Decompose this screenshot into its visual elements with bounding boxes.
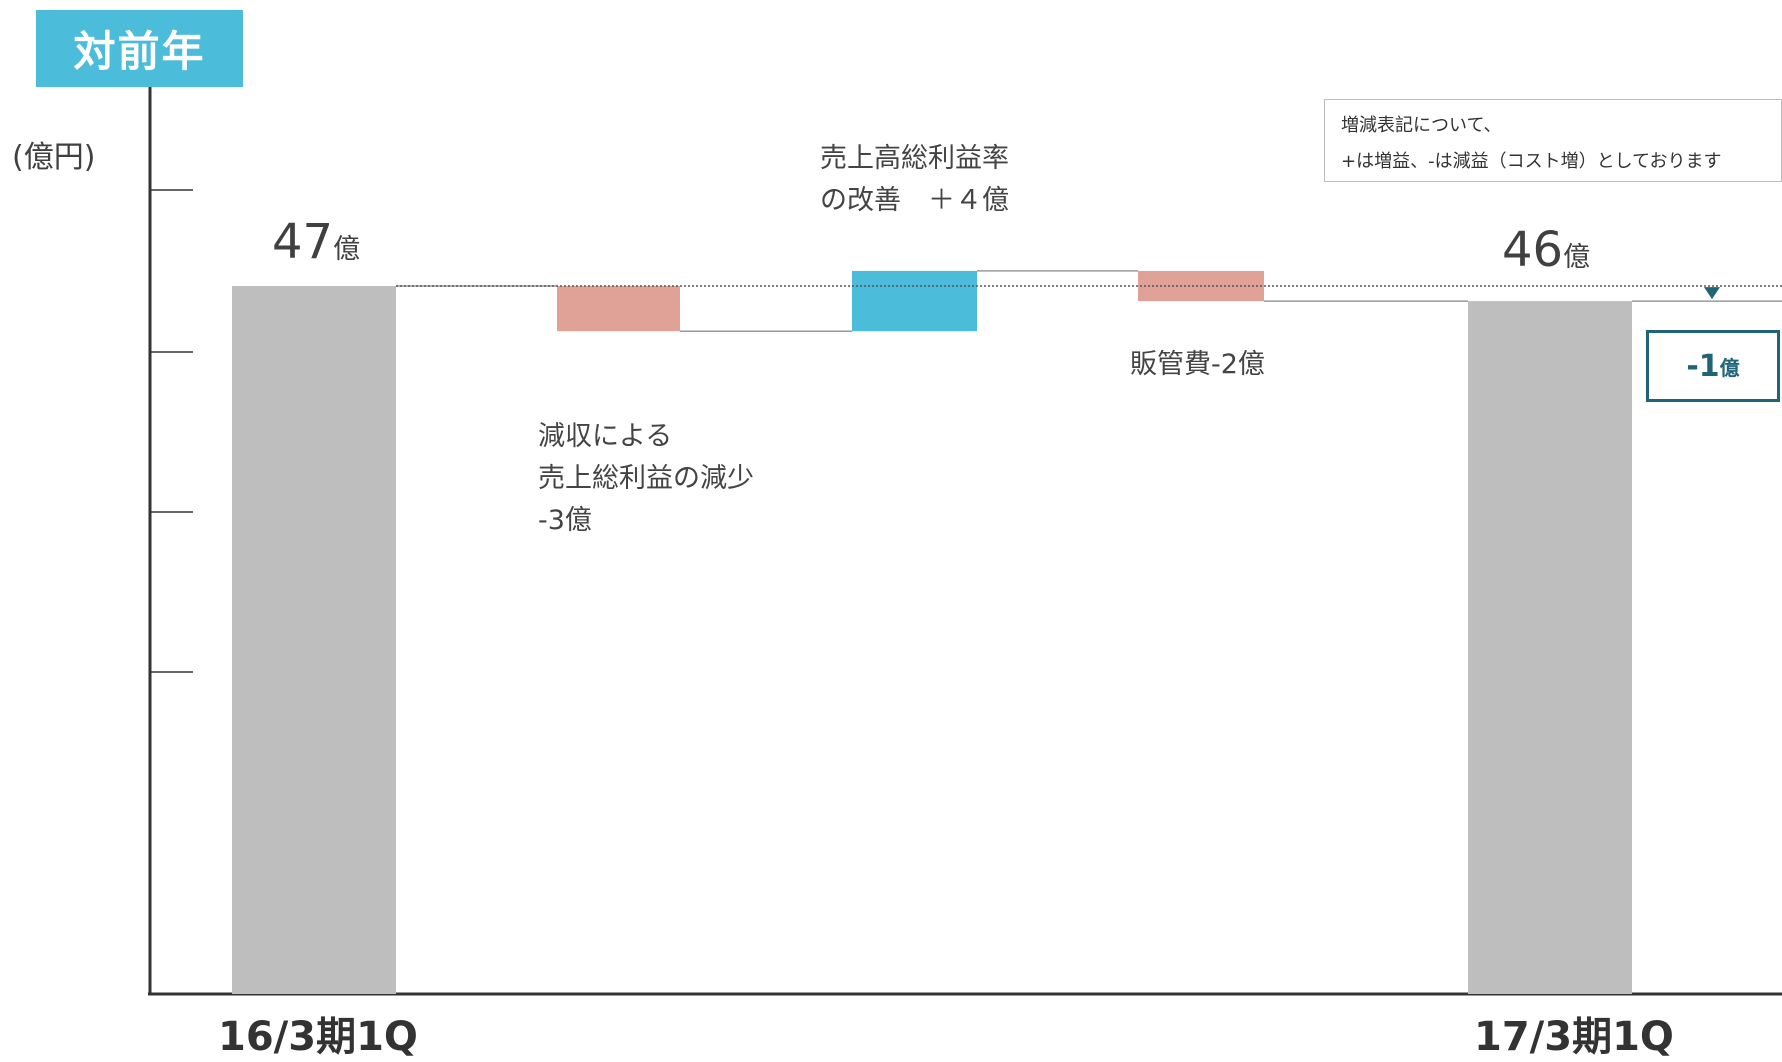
difference-arrow-head (1704, 287, 1720, 300)
x-label-start: 16/3期1Q (218, 1014, 418, 1060)
annotation-line: 減収による (538, 421, 673, 452)
total-label-end: 46億 (1502, 222, 1590, 278)
annotation-line: 販管費-2億 (1130, 349, 1265, 380)
annotation-line: の改善 ＋４億 (820, 185, 1009, 216)
annotation-decrease-sales: 減収による 売上総利益の減少 -3億 (538, 416, 754, 542)
bar-increase (852, 270, 977, 332)
total-unit-end: 億 (1563, 242, 1591, 273)
note-line-1: 増減表記について、 (1341, 115, 1502, 136)
bar-total-end (1468, 301, 1632, 994)
difference-value: -1 (1686, 348, 1720, 384)
x-label-end: 17/3期1Q (1474, 1014, 1674, 1060)
difference-unit: 億 (1719, 355, 1740, 380)
note-line-2: +は増益、-は減益（コスト増）としております (1341, 151, 1722, 172)
annotation-line: 売上総利益の減少 (538, 463, 754, 494)
bar-decrease (557, 286, 680, 332)
total-unit-start: 億 (333, 234, 361, 265)
annotation-margin-improve: 売上高総利益率 の改善 ＋４億 (820, 138, 1009, 222)
total-value-end: 46 (1502, 222, 1564, 278)
section-tag: 対前年 (36, 10, 243, 87)
annotation-line: -3億 (538, 505, 592, 536)
annotation-line: 売上高総利益率 (820, 143, 1009, 174)
annotation-sga: 販管費-2億 (1130, 344, 1265, 386)
bar-total-start (232, 286, 396, 994)
legend-note: 増減表記について、 +は増益、-は減益（コスト増）としております (1324, 99, 1782, 182)
total-label-start: 47億 (272, 214, 360, 270)
unit-label: (億円) (12, 140, 96, 175)
difference-box: -1 億 (1646, 330, 1780, 402)
total-value-start: 47 (272, 214, 334, 270)
